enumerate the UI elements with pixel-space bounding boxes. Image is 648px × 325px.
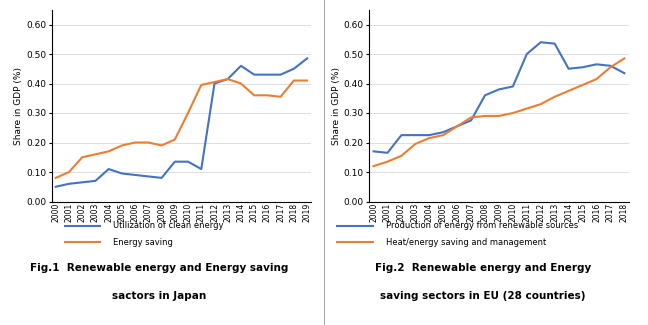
Text: Fig.1  Renewable energy and Energy saving: Fig.1 Renewable energy and Energy saving xyxy=(30,263,288,273)
Y-axis label: Share in GDP (%): Share in GDP (%) xyxy=(14,67,23,145)
Y-axis label: Share in GDP (%): Share in GDP (%) xyxy=(332,67,341,145)
Text: sactors in Japan: sactors in Japan xyxy=(111,291,206,301)
Text: saving sectors in EU (28 countries): saving sectors in EU (28 countries) xyxy=(380,291,586,301)
Text: Heat/energy saving and management: Heat/energy saving and management xyxy=(386,238,546,247)
Text: Fig.2  Renewable energy and Energy: Fig.2 Renewable energy and Energy xyxy=(375,263,591,273)
Text: Energy saving: Energy saving xyxy=(113,238,173,247)
Text: Production of energy from renewable sources: Production of energy from renewable sour… xyxy=(386,221,578,230)
Text: Utilization of clean energy: Utilization of clean energy xyxy=(113,221,224,230)
